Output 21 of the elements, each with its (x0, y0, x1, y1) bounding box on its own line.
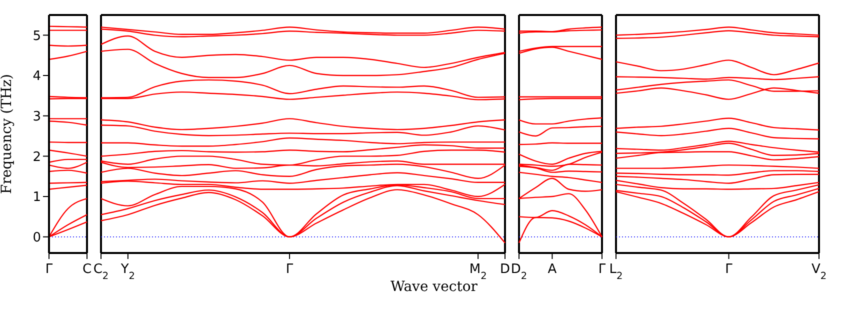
y-tick-label: 2 (32, 150, 41, 165)
y-tick-label: 1 (32, 190, 41, 206)
x-tick-label: Γ (598, 262, 606, 277)
x-tick-label: D$_{2}$ (510, 262, 528, 282)
x-tick-label: C (82, 262, 92, 277)
x-tick-label: Γ (725, 262, 734, 277)
x-tick-label: M$_{2}$ (469, 262, 487, 282)
x-tick-label: A (548, 262, 557, 277)
x-tick-label: D (500, 262, 510, 277)
x-tick-label: Y$_{2}$ (120, 262, 136, 282)
x-tick-label: C$_{2}$ (93, 262, 109, 282)
x-tick-label: L$_{2}$ (609, 262, 623, 282)
x-tick-label: Γ (286, 262, 294, 277)
y-tick-label: 4 (32, 69, 41, 84)
x-tick-label: V$_{2}$ (811, 262, 827, 282)
y-axis-title: Frequency (THz) (0, 74, 15, 194)
y-tick-label: 0 (32, 230, 41, 246)
x-tick-label: Γ (45, 262, 54, 277)
y-tick-label: 3 (32, 109, 41, 124)
y-tick-label: 5 (32, 28, 41, 44)
x-axis-title: Wave vector (390, 279, 478, 295)
